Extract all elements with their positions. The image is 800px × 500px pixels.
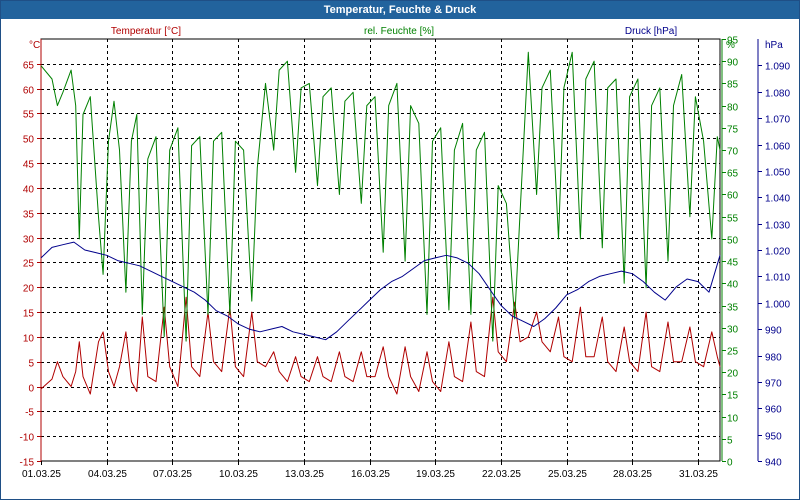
humidity-series-line <box>40 51 721 342</box>
humidity-tick-label: 75 <box>727 125 739 136</box>
x-tick-label: 13.03.25 <box>285 469 324 480</box>
humidity-tick-label: 95 <box>727 36 739 47</box>
pressure-tick-label: 1.050 <box>765 168 790 179</box>
humidity-tick-label: 55 <box>727 214 739 225</box>
humidity-tick-label: 85 <box>727 80 739 91</box>
x-tick-label: 01.03.25 <box>22 469 61 480</box>
x-tick-label: 22.03.25 <box>482 469 521 480</box>
temperature-tick-label: -10 <box>20 433 35 444</box>
pressure-tick-label: 970 <box>765 379 782 390</box>
humidity-tick-label: 10 <box>727 414 739 425</box>
series-layer <box>40 51 721 395</box>
pressure-unit: hPa <box>765 40 783 51</box>
pressure-tick-label: 1.030 <box>765 221 790 232</box>
temperature-tick-label: 40 <box>23 185 35 196</box>
temperature-tick-label: 20 <box>23 284 35 295</box>
humidity-tick-label: 30 <box>727 325 739 336</box>
x-tick-label: 31.03.25 <box>679 469 718 480</box>
temperature-tick-label: 45 <box>23 160 35 171</box>
pressure-axis: 1.090 1.080 1.070 1.060 1.050 1.040 1.030 1.020… <box>757 39 790 469</box>
pressure-tick-label: 1.020 <box>765 247 790 258</box>
x-axis-ticks: 01.03.25 04.03.25 07.03.25 10.03.25 13.03.25… <box>22 461 718 480</box>
pressure-tick-label: 940 <box>765 458 782 469</box>
temperature-tick-label: 30 <box>23 235 35 246</box>
temperature-series-line <box>40 296 721 395</box>
pressure-tick-label: 1.040 <box>765 194 790 205</box>
pressure-tick-label: 1.080 <box>765 89 790 100</box>
humidity-tick-label: 25 <box>727 347 739 358</box>
x-tick-label: 07.03.25 <box>153 469 192 480</box>
pressure-series-line <box>40 241 721 341</box>
temperature-tick-label: 55 <box>23 110 35 121</box>
humidity-tick-label: 20 <box>727 369 739 380</box>
humidity-tick-label: 80 <box>727 103 739 114</box>
temperature-tick-label: -15 <box>20 458 35 469</box>
temperature-tick-label: 5 <box>28 359 34 370</box>
humidity-tick-label: 70 <box>727 147 739 158</box>
x-tick-label: 28.03.25 <box>613 469 652 480</box>
temperature-tick-label: 10 <box>23 334 35 345</box>
temperature-tick-label: 60 <box>23 86 35 97</box>
pressure-tick-label: 1.000 <box>765 300 790 311</box>
temperature-tick-label: 50 <box>23 135 35 146</box>
humidity-tick-label: 60 <box>727 191 739 202</box>
temperature-axis-label: Temperatur [°C] <box>111 26 181 37</box>
pressure-tick-label: 950 <box>765 432 782 443</box>
window-title: Temperatur, Feuchte & Druck <box>1 1 799 19</box>
temperature-tick-label: -5 <box>25 408 34 419</box>
x-tick-label: 04.03.25 <box>88 469 127 480</box>
pressure-tick-label: 960 <box>765 405 782 416</box>
pressure-tick-label: 1.010 <box>765 273 790 284</box>
humidity-tick-label: 5 <box>727 436 733 447</box>
pressure-tick-label: 1.090 <box>765 62 790 73</box>
pressure-tick-label: 990 <box>765 326 782 337</box>
plot-frame <box>40 38 721 462</box>
humidity-tick-label: 15 <box>727 391 739 402</box>
humidity-unit: % <box>726 40 735 51</box>
humidity-tick-label: 50 <box>727 236 739 247</box>
pressure-tick-label: 1.070 <box>765 115 790 126</box>
humidity-tick-label: 40 <box>727 280 739 291</box>
x-tick-label: 25.03.25 <box>548 469 587 480</box>
humidity-tick-label: 45 <box>727 258 739 269</box>
humidity-tick-label: 35 <box>727 303 739 314</box>
temperature-tick-label: 15 <box>23 309 35 320</box>
humidity-tick-label: 65 <box>727 169 739 180</box>
pressure-tick-label: 980 <box>765 353 782 364</box>
axis-headers: °C Temperatur [°C] rel. Feuchte [%] Druck [… <box>29 26 783 51</box>
humidity-axis-label: rel. Feuchte [%] <box>364 26 434 37</box>
temperature-unit: °C <box>29 40 40 51</box>
pressure-tick-label: 1.060 <box>765 142 790 153</box>
humidity-tick-label: 0 <box>727 458 733 469</box>
x-tick-label: 10.03.25 <box>219 469 258 480</box>
temperature-tick-label: 65 <box>23 61 35 72</box>
temperature-tick-label: 25 <box>23 259 35 270</box>
humidity-tick-label: 90 <box>727 58 739 69</box>
grid <box>40 38 721 462</box>
x-tick-label: 16.03.25 <box>351 469 390 480</box>
x-tick-label: 19.03.25 <box>416 469 455 480</box>
temperature-tick-label: 0 <box>28 384 34 395</box>
pressure-axis-label: Druck [hPa] <box>625 26 677 37</box>
temperature-tick-label: 35 <box>23 210 35 221</box>
